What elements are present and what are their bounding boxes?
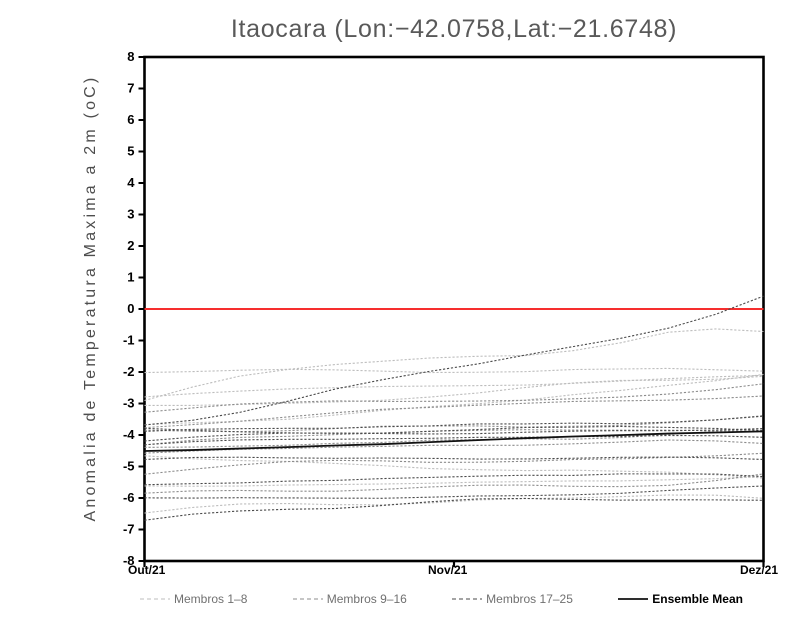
- svg-text:4: 4: [127, 175, 135, 190]
- svg-text:-2: -2: [123, 364, 135, 379]
- svg-text:-5: -5: [123, 459, 135, 474]
- svg-text:5: 5: [127, 144, 134, 159]
- svg-text:2: 2: [127, 238, 134, 253]
- svg-text:-1: -1: [123, 333, 135, 348]
- svg-text:-4: -4: [123, 427, 135, 442]
- svg-text:8: 8: [127, 49, 134, 64]
- svg-text:1: 1: [127, 270, 134, 285]
- svg-text:-6: -6: [123, 490, 135, 505]
- svg-text:7: 7: [127, 81, 134, 96]
- svg-text:3: 3: [127, 207, 134, 222]
- svg-text:-7: -7: [123, 522, 135, 537]
- svg-text:6: 6: [127, 112, 134, 127]
- svg-text:0: 0: [127, 301, 134, 316]
- svg-text:-3: -3: [123, 396, 135, 411]
